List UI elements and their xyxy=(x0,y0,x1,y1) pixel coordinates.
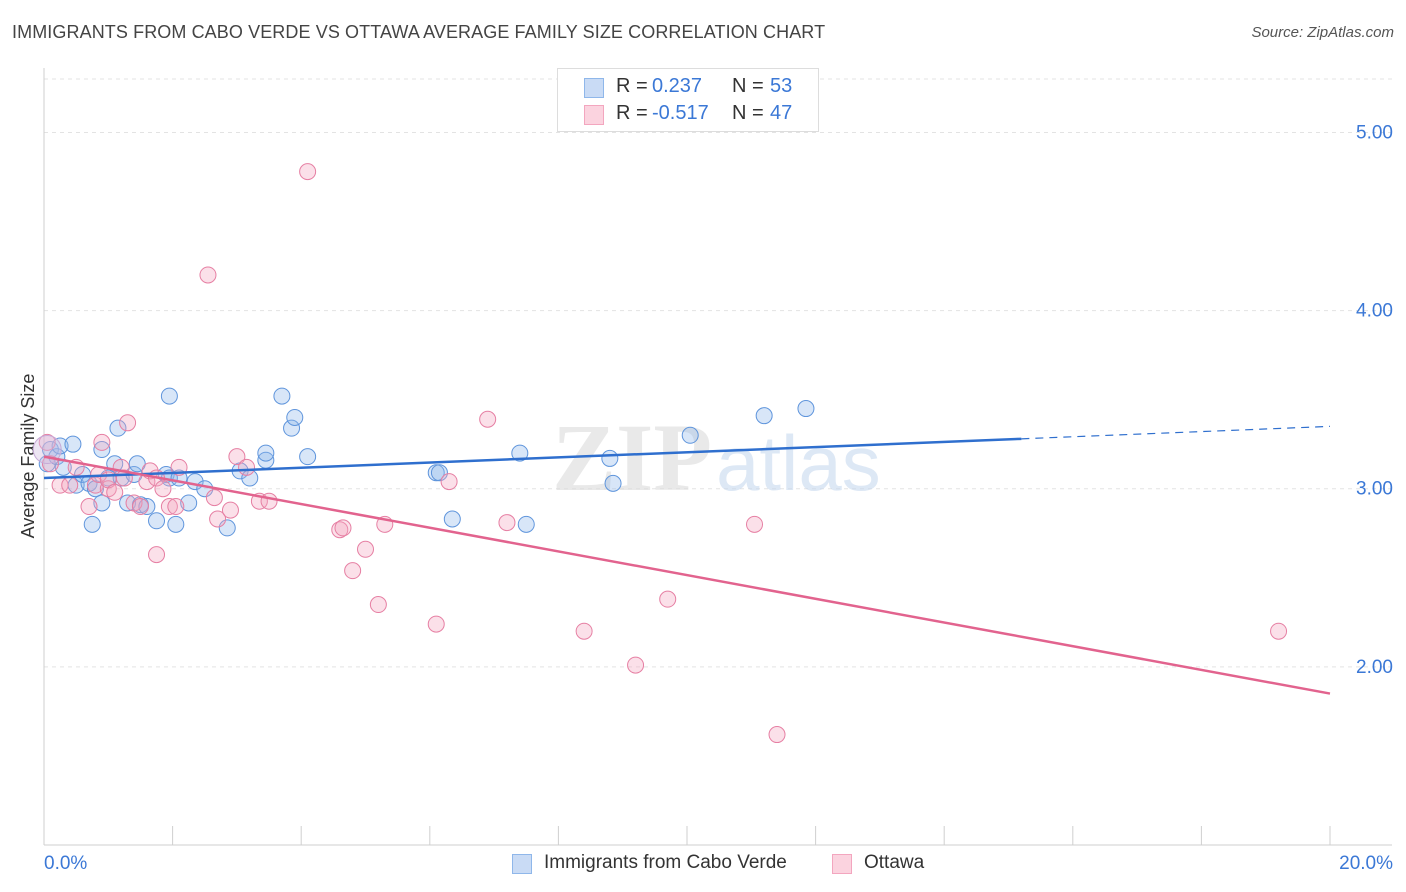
ottawa-point xyxy=(441,474,457,490)
ottawa-point xyxy=(132,499,148,515)
cabo-verde-point xyxy=(258,445,274,461)
n-value: 47 xyxy=(770,102,792,125)
cabo-verde-point xyxy=(161,388,177,404)
ottawa-point xyxy=(81,499,97,515)
y-tick-label: 3.00 xyxy=(1356,479,1393,500)
r-value: 0.237 xyxy=(652,75,702,98)
r-key: R = xyxy=(616,102,648,125)
ottawa-point xyxy=(300,164,316,180)
legend-label-ottawa: Ottawa xyxy=(864,852,924,874)
ottawa-point xyxy=(499,515,515,531)
cabo-verde-point xyxy=(518,516,534,532)
ottawa-point xyxy=(149,547,165,563)
ottawa-point xyxy=(222,502,238,518)
n-key: N = xyxy=(732,102,764,125)
y-tick-label: 4.00 xyxy=(1356,301,1393,322)
r-key: R = xyxy=(616,75,648,98)
n-key: N = xyxy=(732,75,764,98)
cabo-verde-trendline-extension xyxy=(1021,426,1330,438)
watermark-atlas: atlas xyxy=(716,419,881,507)
series-legend: Immigrants from Cabo Verde Ottawa xyxy=(0,852,1406,878)
ottawa-point xyxy=(769,727,785,743)
scatter-chart: 2.003.004.005.000.0% 20.0%Average Family … xyxy=(0,0,1406,892)
cabo-verde-point xyxy=(602,450,618,466)
ottawa-point xyxy=(94,434,110,450)
cabo-verde-legend-swatch xyxy=(512,854,532,874)
ottawa-point xyxy=(261,493,277,509)
ottawa-point xyxy=(747,516,763,532)
ottawa-point xyxy=(480,411,496,427)
ottawa-point xyxy=(239,459,255,475)
legend-label-cabo-verde: Immigrants from Cabo Verde xyxy=(544,852,787,874)
ottawa-point xyxy=(120,415,136,431)
stats-legend: R = 0.237 N = 53 R = -0.517 N = 47 xyxy=(557,68,819,132)
ottawa-point xyxy=(628,657,644,673)
cabo-verde-point xyxy=(300,449,316,465)
cabo-verde-point xyxy=(287,409,303,425)
ottawa-point xyxy=(660,591,676,607)
ottawa-point xyxy=(168,499,184,515)
ottawa-point xyxy=(206,490,222,506)
cabo-verde-point xyxy=(65,436,81,452)
cabo-verde-swatch xyxy=(584,78,604,98)
ottawa-point xyxy=(335,520,351,536)
y-tick-label: 5.00 xyxy=(1356,122,1393,143)
ottawa-point xyxy=(107,484,123,500)
ottawa-swatch xyxy=(584,105,604,125)
ottawa-point xyxy=(200,267,216,283)
cabo-verde-point xyxy=(756,408,772,424)
cabo-verde-point xyxy=(444,511,460,527)
ottawa-point xyxy=(155,481,171,497)
ottawa-legend-swatch xyxy=(832,854,852,874)
y-tick-label: 2.00 xyxy=(1356,657,1393,678)
r-value: -0.517 xyxy=(652,102,709,125)
cabo-verde-point xyxy=(605,475,621,491)
ottawa-point xyxy=(1271,623,1287,639)
cabo-verde-point xyxy=(798,401,814,417)
cabo-verde-point xyxy=(682,427,698,443)
cabo-verde-point xyxy=(84,516,100,532)
cabo-verde-point xyxy=(149,513,165,529)
ottawa-point xyxy=(576,623,592,639)
ottawa-point xyxy=(62,477,78,493)
ottawa-point xyxy=(358,541,374,557)
ottawa-point xyxy=(345,563,361,579)
ottawa-point xyxy=(428,616,444,632)
cabo-verde-point xyxy=(168,516,184,532)
n-value: 53 xyxy=(770,75,792,98)
cabo-verde-point xyxy=(274,388,290,404)
ottawa-point xyxy=(370,597,386,613)
